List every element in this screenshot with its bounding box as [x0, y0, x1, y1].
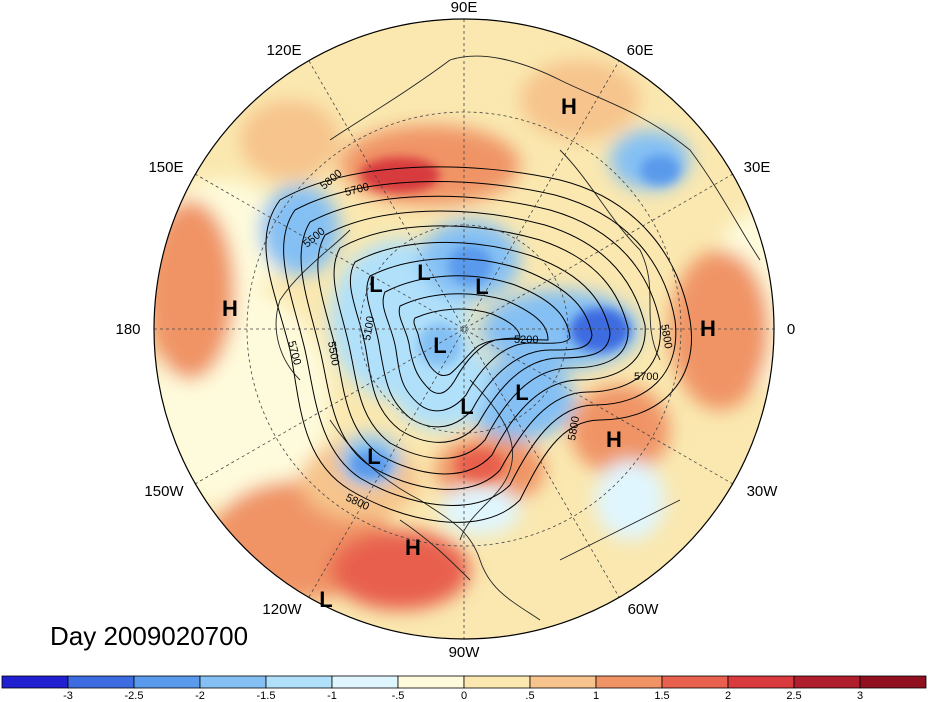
map-boundary [153, 18, 775, 640]
pressure-centers: H H H H H L L L L L L L L [222, 94, 716, 612]
colorbar-tick-label: 2 [725, 690, 731, 702]
colorbar-tick-label: -1 [327, 690, 337, 702]
lon-label-180: 180 [115, 321, 140, 338]
graticule [154, 19, 774, 639]
lon-label-30e: 30E [744, 159, 771, 176]
contour-label-5100: 5100 [361, 315, 377, 341]
colorbar-tick-label: .5 [525, 690, 534, 702]
low-pressure-marker: L [433, 333, 446, 358]
lon-label-60w: 60W [628, 601, 660, 618]
colorbar-swatch [199, 675, 267, 689]
low-pressure-marker: L [460, 394, 473, 419]
coastlines [275, 55, 761, 621]
lon-label-150e: 150E [148, 159, 183, 176]
date-title: Day 2009020700 [50, 621, 248, 651]
colorbar-swatch [793, 675, 861, 689]
low-pressure-marker: L [369, 272, 382, 297]
contour-label-5800: 5800 [658, 323, 674, 349]
colorbar-swatch [463, 675, 531, 689]
colorbar-swatch [529, 675, 597, 689]
colorbar-tick-label: 0 [461, 690, 467, 702]
colorbar-tick-label: -2.5 [125, 690, 144, 702]
lon-label-0: 0 [787, 321, 795, 338]
colorbar-swatch [397, 675, 465, 689]
lon-label-150w: 150W [144, 483, 184, 500]
colorbar-swatch [331, 675, 399, 689]
colorbar-swatch [859, 675, 927, 689]
contour-label-5200: 5200 [514, 334, 538, 346]
colorbar-tick-label: -2 [195, 690, 205, 702]
lon-label-90w: 90W [449, 644, 481, 661]
colorbar-tick-label: -1.5 [257, 690, 276, 702]
colorbar-swatch [727, 675, 795, 689]
high-pressure-marker: H [222, 296, 238, 321]
colorbar-tick-label: 1.5 [654, 690, 669, 702]
lon-label-30w: 30W [747, 483, 779, 500]
high-pressure-marker: H [405, 535, 421, 560]
lon-label-60e: 60E [627, 42, 654, 59]
colorbar-tick-label: -.5 [392, 690, 405, 702]
colorbar-tick-label: 3 [857, 690, 863, 702]
contour-label-5800: 5800 [566, 415, 582, 441]
colorbar-swatch [1, 675, 69, 689]
colorbar-tick-label: 2.5 [786, 690, 801, 702]
low-pressure-marker: L [475, 274, 488, 299]
contour-label-5700: 5700 [634, 371, 658, 383]
colorbar-swatch [133, 675, 201, 689]
lon-label-90e: 90E [451, 0, 478, 16]
colorbar: -3 -2.5 -2 -1.5 -1 -.5 0 .5 1 1.5 2 2.5 3 [1, 675, 927, 702]
high-pressure-marker: H [561, 94, 577, 119]
colorbar-swatch [595, 675, 663, 689]
longitude-labels: 90E 120E 60E 150E 30E 180 0 150W 30W 120… [115, 0, 795, 661]
lon-label-120w: 120W [262, 601, 302, 618]
lon-label-120e: 120E [266, 42, 301, 59]
high-pressure-marker: H [700, 316, 716, 341]
low-pressure-marker: L [319, 587, 332, 612]
colorbar-swatch [661, 675, 729, 689]
high-pressure-marker: H [606, 427, 622, 452]
anomaly-field [154, 19, 774, 639]
colorbar-swatch [67, 675, 135, 689]
colorbar-tick-label: 1 [593, 690, 599, 702]
colorbar-tick-label: -3 [63, 690, 73, 702]
height-contours [265, 166, 692, 523]
low-pressure-marker: L [515, 380, 528, 405]
colorbar-swatch [265, 675, 333, 689]
low-pressure-marker: L [367, 444, 380, 469]
low-pressure-marker: L [417, 260, 430, 285]
contour-label-5500: 5500 [325, 340, 341, 366]
